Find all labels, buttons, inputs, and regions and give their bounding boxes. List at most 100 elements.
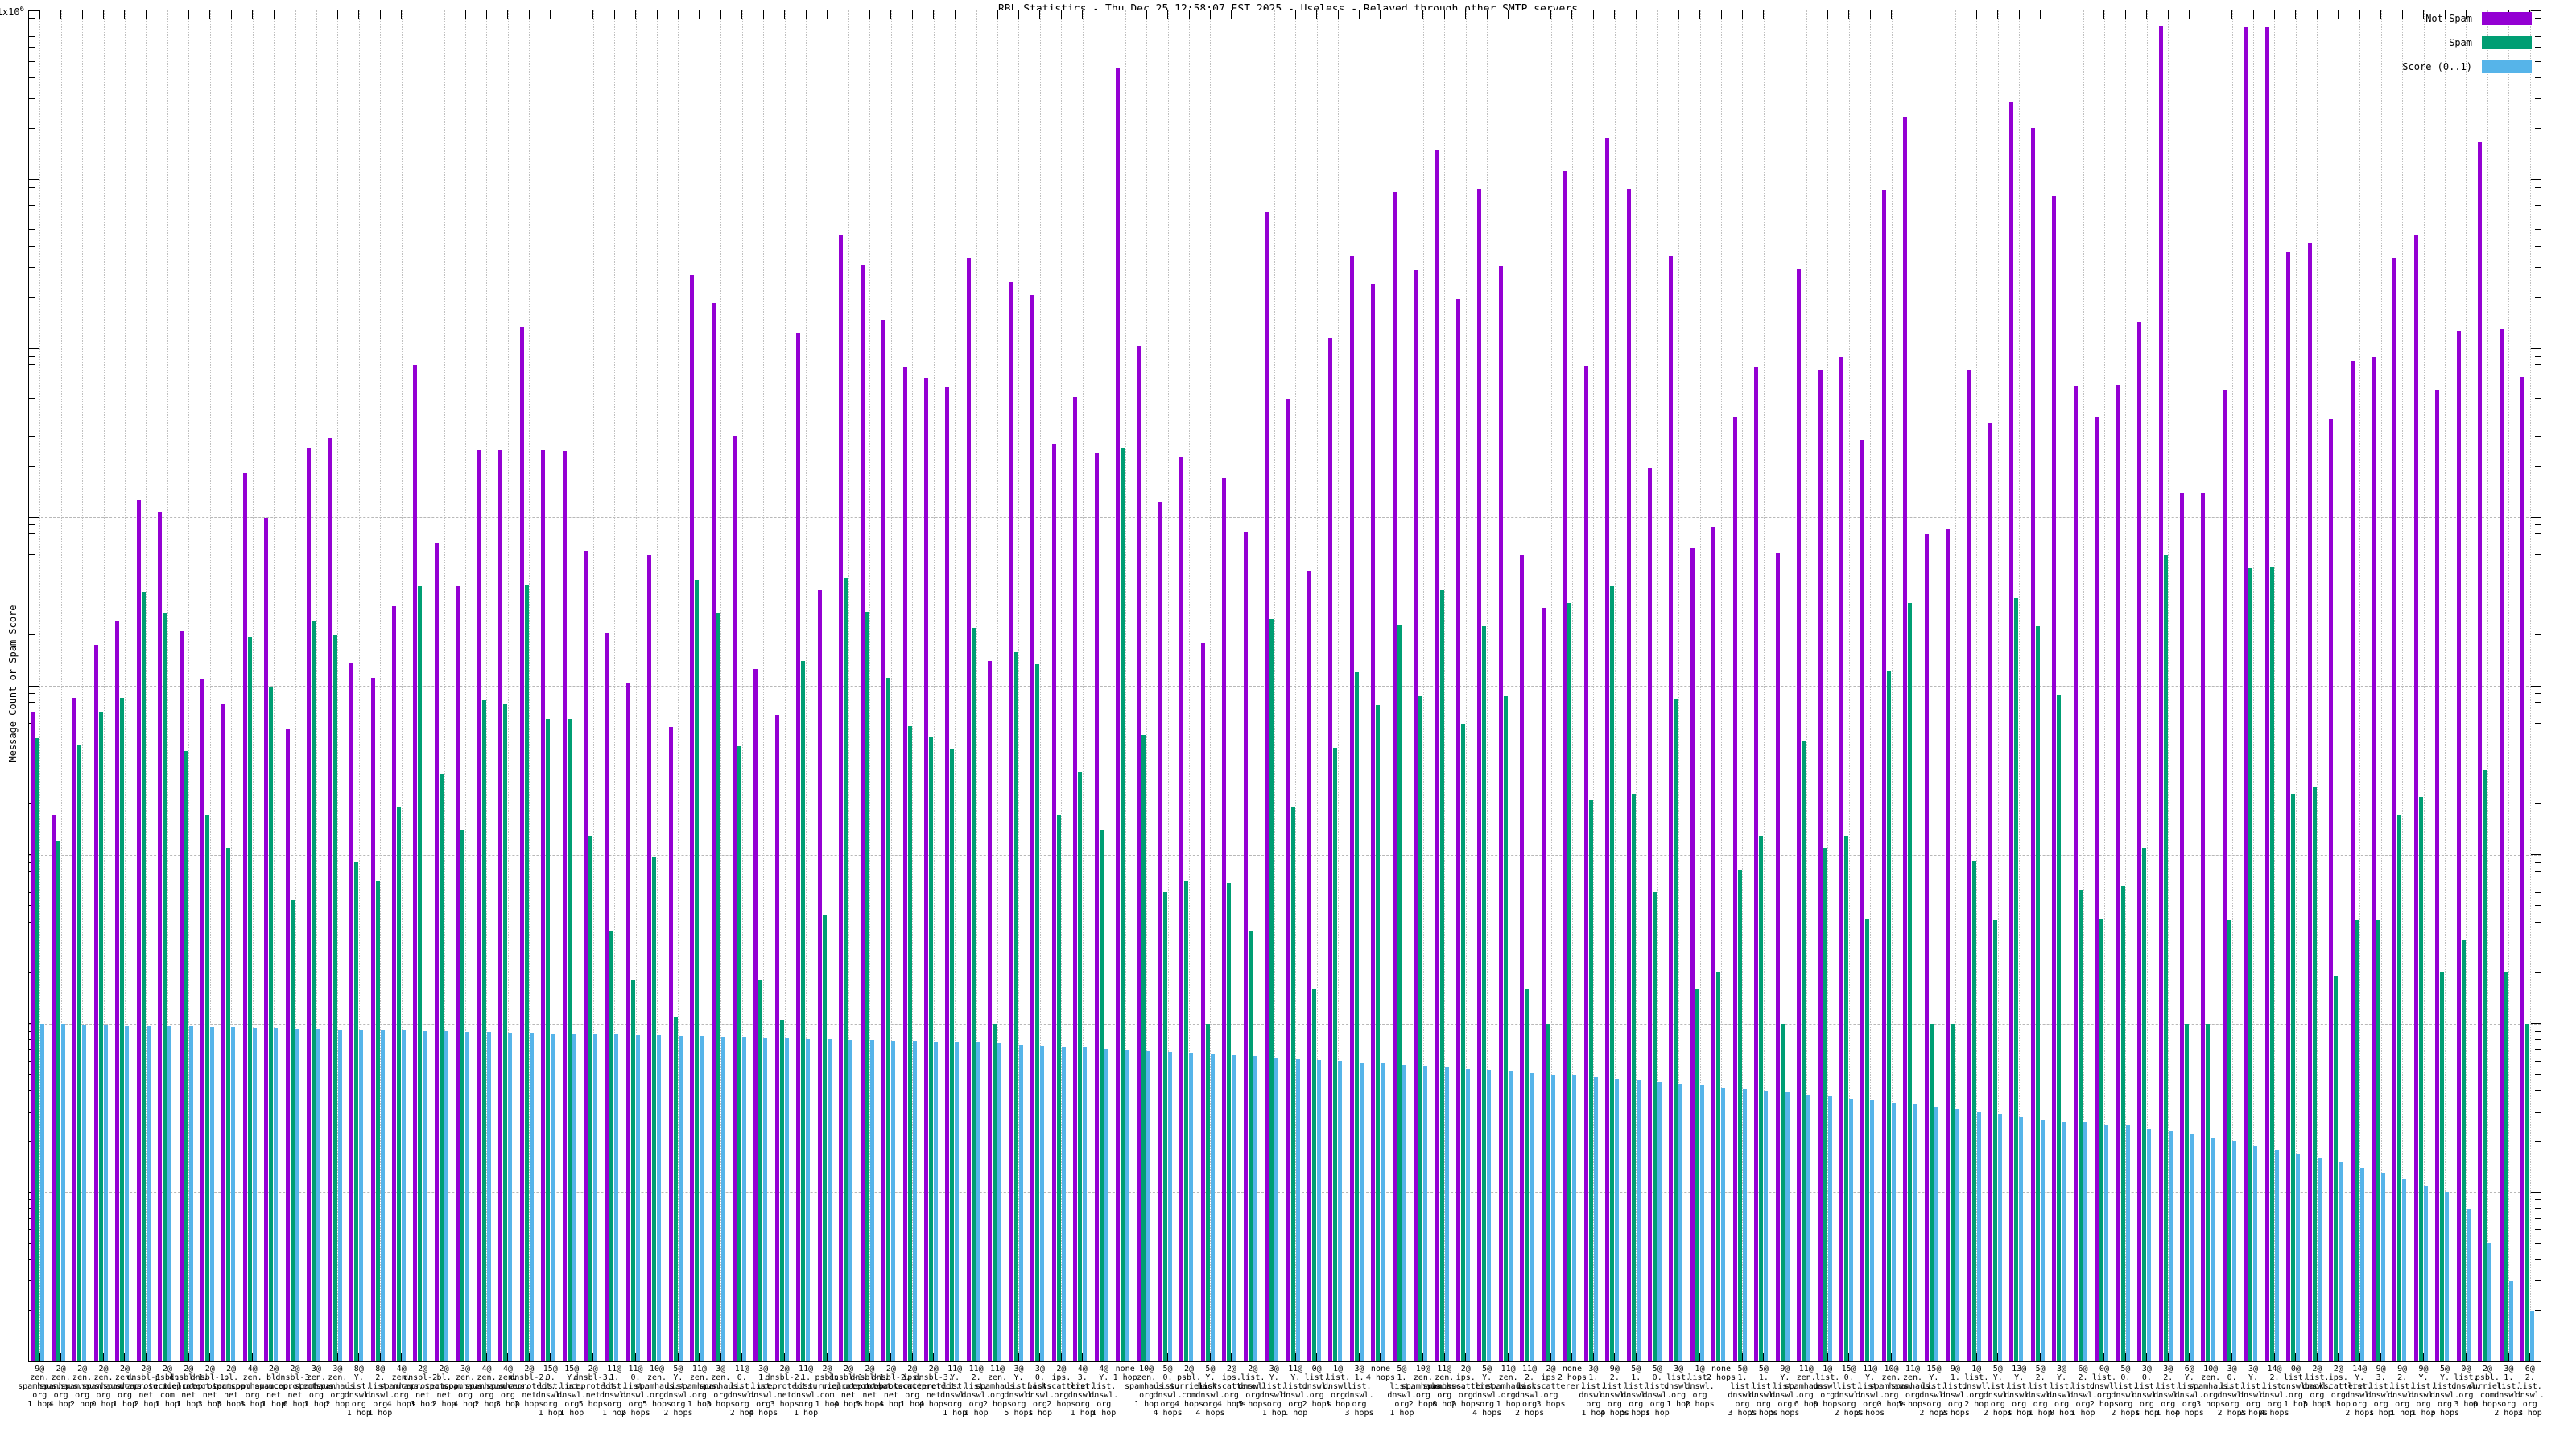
- bar-spam: [205, 815, 210, 1361]
- y-minor-tick: [2535, 1030, 2541, 1032]
- x-gridline: [2231, 10, 2233, 1361]
- x-gridline: [2445, 10, 2446, 1361]
- x-gridline: [380, 10, 382, 1361]
- bar-spam: [2504, 972, 2508, 1361]
- x-top-tick: [1060, 10, 1062, 19]
- bar-not-spam: [1626, 189, 1631, 1361]
- bar-score: [2466, 1208, 2471, 1361]
- x-gridline: [1338, 10, 1340, 1361]
- x-tick-label: 6@ 2. list. dnswl. org 1 hop: [2068, 1364, 2098, 1418]
- x-tick-label: 2@ psbl. surriel. com 1 hop: [807, 1364, 847, 1409]
- x-bottom-tick: [230, 1353, 232, 1361]
- x-tick-label: 2@ dnsbl-1. uceprotect. net 3 hop: [183, 1364, 237, 1409]
- bar-score: [508, 1033, 513, 1361]
- bar-spam: [695, 580, 700, 1361]
- x-gridline: [209, 10, 211, 1361]
- bar-score: [1316, 1059, 1321, 1361]
- bar-not-spam: [753, 668, 758, 1361]
- y-minor-tick: [29, 246, 35, 247]
- bar-spam: [77, 744, 82, 1361]
- x-bottom-tick: [379, 1353, 381, 1361]
- x-bottom-tick: [2018, 1353, 2020, 1361]
- x-bottom-tick: [2040, 1353, 2041, 1361]
- x-bottom-tick: [1018, 1353, 1019, 1361]
- y-gridline: [29, 854, 2541, 856]
- bar-not-spam: [1286, 398, 1290, 1361]
- bar-not-spam: [2456, 331, 2461, 1361]
- bar-spam: [1525, 989, 1530, 1361]
- y-axis-title: Message Count or Spam Score: [7, 605, 19, 762]
- x-bottom-tick: [869, 1353, 870, 1361]
- y-minor-tick: [2535, 204, 2541, 206]
- x-top-tick: [1997, 10, 1999, 19]
- y-minor-tick: [2535, 1242, 2541, 1244]
- x-tick-label: 5@ 2. list. dnswl. org 1 hop: [2025, 1364, 2055, 1418]
- bar-not-spam: [1541, 608, 1546, 1361]
- bar-spam: [2483, 769, 2487, 1361]
- y-minor-tick: [29, 465, 35, 467]
- x-top-tick: [2359, 10, 2360, 19]
- bar-score: [2083, 1122, 2087, 1361]
- x-gridline: [657, 10, 658, 1361]
- bar-score: [210, 1027, 215, 1361]
- x-gridline: [486, 10, 488, 1361]
- y-minor-tick: [2535, 1090, 2541, 1092]
- bar-score: [1913, 1104, 1918, 1361]
- x-top-tick: [720, 10, 721, 19]
- bar-spam: [2440, 972, 2445, 1361]
- x-top-tick: [1486, 10, 1488, 19]
- bar-score: [1721, 1087, 1726, 1361]
- x-gridline: [1806, 10, 1807, 1361]
- x-bottom-tick: [784, 1353, 786, 1361]
- x-tick-label: 2@ list. dnswl. org 3 hops: [2302, 1364, 2332, 1409]
- bar-score: [2445, 1192, 2450, 1361]
- bar-spam: [673, 1016, 678, 1361]
- bar-not-spam: [1009, 281, 1013, 1361]
- x-top-tick: [1975, 10, 1977, 19]
- bar-score: [806, 1038, 811, 1361]
- x-bottom-tick: [1741, 1353, 1743, 1361]
- x-tick-label: 2@ psbl. surriel. com 1 hop: [147, 1364, 187, 1409]
- bar-spam: [737, 745, 742, 1361]
- bar-spam: [1674, 698, 1678, 1361]
- bar-score: [1210, 1054, 1215, 1361]
- bar-score: [1508, 1071, 1513, 1361]
- x-gridline: [1167, 10, 1169, 1361]
- x-bottom-tick: [2316, 1353, 2318, 1361]
- x-bottom-tick: [1146, 1353, 1147, 1361]
- x-bottom-tick: [336, 1353, 338, 1361]
- y-minor-tick: [2535, 1229, 2541, 1231]
- x-tick-label: 2@ bl. spamcop. net 1 hop: [254, 1364, 294, 1409]
- x-bottom-tick: [1891, 1353, 1893, 1361]
- x-gridline: [635, 10, 637, 1361]
- x-top-tick: [1018, 10, 1019, 19]
- x-top-tick: [336, 10, 338, 19]
- x-top-tick: [1443, 10, 1445, 19]
- bar-score: [1636, 1080, 1641, 1361]
- bar-not-spam: [668, 727, 673, 1361]
- bar-spam: [524, 584, 529, 1361]
- x-tick-label: 3@ 0. list. dnswl. org 1 hop: [1025, 1364, 1055, 1418]
- x-tick-label: 2@ dnsbl-1. uceprotect. net 1 hop: [162, 1364, 216, 1409]
- bar-not-spam: [221, 704, 226, 1361]
- x-top-tick: [1614, 10, 1616, 19]
- bar-score: [551, 1034, 555, 1361]
- x-gridline: [848, 10, 849, 1361]
- x-bottom-tick: [1592, 1353, 1594, 1361]
- x-gridline: [1997, 10, 1999, 1361]
- x-top-tick: [507, 10, 509, 19]
- bar-score: [934, 1042, 938, 1361]
- x-tick-label: 11@ zen. spamhaus. org 5 hops: [1890, 1364, 1935, 1409]
- bar-not-spam: [519, 326, 524, 1361]
- bar-not-spam: [1137, 345, 1141, 1361]
- bar-spam: [2185, 1023, 2189, 1361]
- bar-not-spam: [860, 265, 865, 1361]
- x-tick-label: none 1 hop: [1113, 1364, 1137, 1382]
- x-top-tick: [827, 10, 828, 19]
- x-bottom-tick: [1720, 1353, 1722, 1361]
- bar-not-spam: [1881, 190, 1886, 1361]
- bar-not-spam: [605, 632, 609, 1361]
- bar-spam: [1056, 815, 1061, 1361]
- bar-not-spam: [945, 386, 950, 1361]
